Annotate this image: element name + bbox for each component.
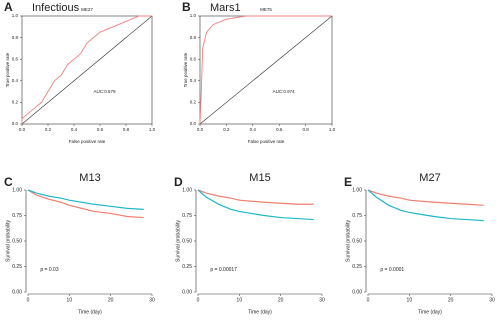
y-tick-label: 1.00 xyxy=(182,187,192,193)
panel-letter: E xyxy=(344,175,352,189)
x-tick-label: 10 xyxy=(67,297,73,303)
chart-title: M15 xyxy=(249,172,270,184)
plot-frame xyxy=(21,15,153,125)
x-axis-label: Time (day) xyxy=(78,309,102,315)
x-tick-label: 0.0 xyxy=(197,127,204,132)
x-tick-label: 10 xyxy=(407,297,413,303)
y-axis-label: Survival probability xyxy=(175,220,181,262)
y-tick-label: 0.00 xyxy=(352,289,362,295)
diagonal xyxy=(199,15,333,125)
x-tick-label: 20 xyxy=(108,297,114,303)
annotation: p = 0.03 xyxy=(40,267,58,273)
curve xyxy=(27,189,144,210)
y-tick-label: 0.8 xyxy=(190,35,197,40)
x-axis-label: Time (day) xyxy=(418,309,442,315)
x-tick-label: 0.6 xyxy=(276,127,283,132)
chart-subtitle: ME75 xyxy=(260,7,272,12)
panel-letter: A xyxy=(4,0,13,14)
curve xyxy=(367,189,484,222)
y-tick-label: 0.2 xyxy=(12,100,19,105)
y-tick-label: 0.2 xyxy=(190,100,197,105)
chart-title: M27 xyxy=(419,172,440,184)
panel-letter: D xyxy=(174,175,183,189)
x-tick-label: 30 xyxy=(489,297,495,303)
y-tick-label: 1.00 xyxy=(352,187,362,193)
y-tick-label: 0.00 xyxy=(12,289,22,295)
x-tick-label: 30 xyxy=(319,297,325,303)
curve xyxy=(197,189,314,221)
y-tick-label: 1.0 xyxy=(190,13,197,18)
x-tick-label: 0 xyxy=(27,297,30,303)
y-tick-label: 0.75 xyxy=(12,213,22,219)
y-tick-label: 0.25 xyxy=(182,264,192,270)
x-tick-label: 1.0 xyxy=(149,127,156,132)
x-tick-label: 0 xyxy=(197,297,200,303)
curve xyxy=(27,189,144,219)
x-tick-label: 20 xyxy=(278,297,284,303)
x-tick-label: 0 xyxy=(367,297,370,303)
x-tick-label: 1.0 xyxy=(329,127,336,132)
y-axis-label: True positive rate xyxy=(183,52,188,87)
x-tick-label: 0.2 xyxy=(45,127,52,132)
y-tick-label: 0.0 xyxy=(190,121,197,126)
annotation: p = 0.0001 xyxy=(380,267,404,273)
y-tick-label: 0.75 xyxy=(182,213,192,219)
y-tick-label: 0.50 xyxy=(182,238,192,244)
annotation: AUC:0.679 xyxy=(94,89,117,94)
y-axis-label: Survival probability xyxy=(345,220,351,262)
chart-title: M13 xyxy=(79,172,100,184)
chart-title: Infectious xyxy=(32,2,80,14)
chart-title: Mars1 xyxy=(210,2,241,14)
y-axis-label: True positive rate xyxy=(5,52,10,87)
y-tick-label: 0.25 xyxy=(352,264,362,270)
y-tick-label: 0.6 xyxy=(190,56,197,61)
x-tick-label: 0.6 xyxy=(97,127,104,132)
y-tick-label: 0.4 xyxy=(12,78,19,83)
x-axis-label: False positive rate xyxy=(69,139,106,144)
y-tick-label: 0.0 xyxy=(12,121,19,126)
x-tick-label: 30 xyxy=(149,297,155,303)
x-tick-label: 20 xyxy=(448,297,454,303)
panel-letter: C xyxy=(4,175,13,189)
x-tick-label: 0.4 xyxy=(71,127,78,132)
x-tick-label: 0.8 xyxy=(302,127,309,132)
y-tick-label: 0.4 xyxy=(190,78,197,83)
curve xyxy=(197,189,314,205)
x-axis-label: False positive rate xyxy=(248,139,285,144)
curve xyxy=(199,15,332,125)
curve xyxy=(21,15,152,124)
y-tick-label: 1.0 xyxy=(12,13,19,18)
y-axis-label: Survival probability xyxy=(5,220,11,262)
y-tick-label: 0.50 xyxy=(352,238,362,244)
y-tick-label: 0.75 xyxy=(352,213,362,219)
x-tick-label: 0.2 xyxy=(223,127,230,132)
x-tick-label: 10 xyxy=(237,297,243,303)
x-tick-label: 0.4 xyxy=(250,127,257,132)
diagonal xyxy=(21,15,153,125)
curve xyxy=(367,189,484,206)
annotation: p = 0.00017 xyxy=(210,267,237,273)
y-tick-label: 1.00 xyxy=(12,187,22,193)
y-tick-label: 0.50 xyxy=(12,238,22,244)
chart-subtitle: ME27 xyxy=(81,7,93,12)
panel-letter: B xyxy=(182,0,191,14)
x-tick-label: 0.8 xyxy=(123,127,130,132)
y-tick-label: 0.6 xyxy=(12,56,19,61)
annotation: AUC:0.974 xyxy=(273,89,296,94)
y-tick-label: 0.8 xyxy=(12,35,19,40)
y-tick-label: 0.00 xyxy=(182,289,192,295)
x-tick-label: 0.0 xyxy=(19,127,26,132)
x-axis-label: Time (day) xyxy=(248,309,272,315)
y-tick-label: 0.25 xyxy=(12,264,22,270)
